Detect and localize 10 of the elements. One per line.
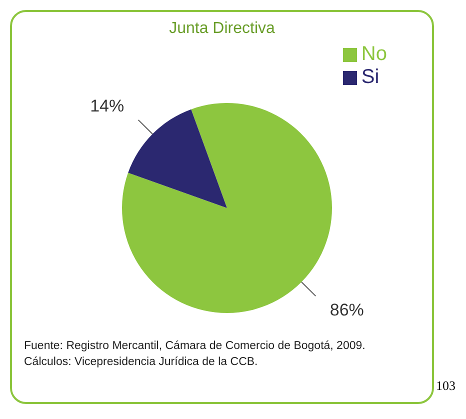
data-label: 14%	[90, 96, 124, 116]
legend-label: No	[361, 43, 387, 65]
text: 103	[436, 378, 456, 394]
source-note: Fuente: Registro Mercantil, Cámara de Comercio de Bogotá, 2009.	[24, 339, 366, 354]
pie-slice	[128, 109, 227, 208]
legend-label: Si	[361, 66, 380, 88]
data-label: 86%	[330, 300, 364, 320]
chart-title: Junta Directiva	[168, 20, 276, 38]
text: Cálculos: Vicepresidencia Jurídica de la CCB.	[24, 355, 259, 370]
pie-slice	[122, 103, 332, 313]
